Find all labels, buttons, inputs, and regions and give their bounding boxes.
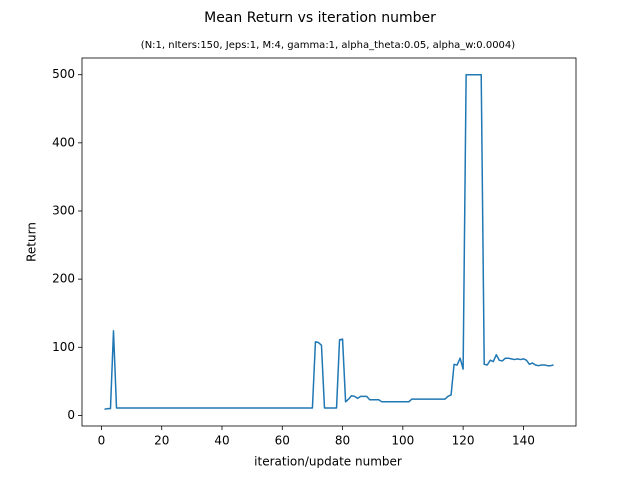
y-tick-label: 400: [52, 135, 75, 149]
x-tick-label: 20: [154, 434, 169, 448]
x-tick-label: 100: [391, 434, 414, 448]
chart-title: Mean Return vs iteration number: [204, 10, 436, 26]
plot-frame: [81, 57, 577, 427]
y-tick-label: 300: [52, 203, 75, 217]
y-tick-label: 0: [67, 408, 75, 422]
x-tick-label: 140: [512, 434, 535, 448]
chart-subtitle: (N:1, nIters:150, Jeps:1, M:4, gamma:1, …: [141, 40, 515, 51]
x-tick-label: 80: [335, 434, 350, 448]
x-tick-label: 40: [214, 434, 229, 448]
y-tick-label: 200: [52, 272, 75, 286]
x-tick-label: 0: [98, 434, 106, 448]
data-line: [104, 73, 554, 411]
x-tick-label: 60: [275, 434, 290, 448]
x-tick-label: 120: [452, 434, 475, 448]
y-tick-label: 500: [52, 67, 75, 81]
y-tick-label: 100: [52, 340, 75, 354]
x-axis-label: iteration/update number: [254, 455, 402, 469]
y-axis-label: Return: [25, 222, 39, 262]
